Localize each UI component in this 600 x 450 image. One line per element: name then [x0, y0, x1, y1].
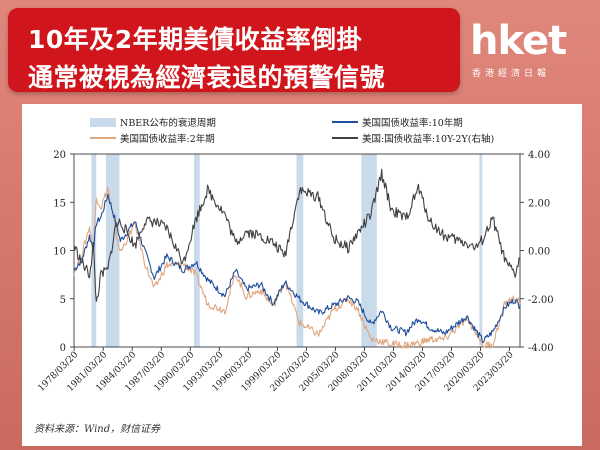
headline-banner: 10年及2年期美債收益率倒掛 通常被視為經濟衰退的預警信號: [8, 8, 460, 92]
logo-wordmark: hket: [470, 18, 567, 64]
left-tick-label: 15: [53, 198, 66, 209]
source-note: 资料来源：Wind，财信证券: [34, 424, 161, 435]
legend-label: 美国国债收益率:10年期: [362, 117, 463, 129]
logo-subtitle: 香港經濟日報: [472, 69, 551, 79]
legend-label: 美国国债收益率:2年期: [120, 133, 215, 145]
chart-svg: 05101520-4.00-2.000.002.004.001978/03/20…: [37, 117, 554, 394]
left-tick-label: 10: [53, 247, 66, 258]
legend-swatch: [90, 118, 116, 127]
left-tick-label: 5: [60, 295, 66, 306]
right-tick-label: -4.00: [528, 343, 554, 354]
chart-card: 0 5 10 15 20 -4.00 -2.00 0.00 2.00 4.00 1978/03/20…: [22, 104, 582, 446]
right-tick-label: 0.00: [528, 247, 550, 258]
recession-band: [193, 154, 200, 347]
legend-label: 美国:国债收益率:10Y-2Y(右轴): [362, 133, 494, 145]
right-tick-label: -2.00: [528, 295, 554, 306]
legend-label: NBER公布的衰退周期: [120, 117, 216, 129]
series-line: [73, 193, 521, 344]
right-tick-label: 2.00: [528, 198, 550, 209]
headline-line-2: 通常被視為經濟衰退的預警信號: [28, 63, 386, 92]
right-tick-label: 4.00: [528, 150, 550, 161]
recession-band: [479, 154, 483, 347]
hket-logo: hket 香港經濟日報: [470, 18, 590, 82]
left-tick-label: 20: [53, 150, 66, 161]
recession-band: [361, 154, 377, 347]
series-line: [73, 168, 521, 302]
headline-line-1: 10年及2年期美債收益率倒掛: [28, 25, 363, 54]
left-tick-label: 0: [60, 343, 66, 354]
recession-band: [296, 154, 304, 347]
series-line: [73, 186, 521, 350]
recession-band: [105, 154, 120, 347]
